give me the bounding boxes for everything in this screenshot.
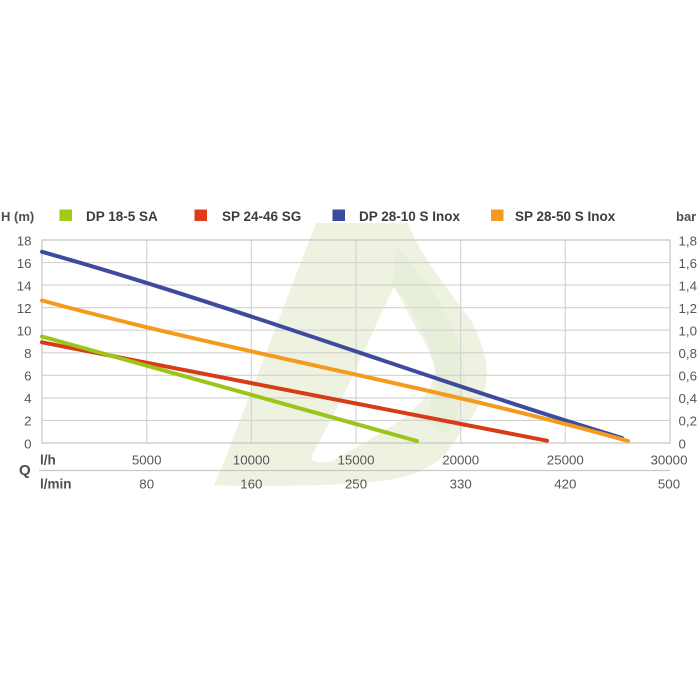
svg-text:10: 10 (17, 324, 32, 339)
svg-text:14: 14 (17, 278, 32, 293)
svg-text:1,6: 1,6 (679, 256, 698, 271)
svg-text:1,8: 1,8 (679, 233, 698, 248)
svg-text:250: 250 (345, 476, 367, 491)
svg-text:15000: 15000 (338, 452, 375, 467)
svg-text:SP 28-50 S Inox: SP 28-50 S Inox (515, 209, 616, 224)
svg-text:18: 18 (17, 233, 32, 248)
svg-text:0: 0 (679, 436, 686, 451)
svg-text:DP 18-5 SA: DP 18-5 SA (86, 209, 158, 224)
svg-text:10000: 10000 (233, 452, 270, 467)
svg-text:30000: 30000 (651, 452, 688, 467)
svg-text:l/min: l/min (40, 476, 72, 491)
svg-text:420: 420 (554, 476, 576, 491)
svg-text:5000: 5000 (132, 452, 162, 467)
svg-text:25000: 25000 (547, 452, 584, 467)
svg-text:bar: bar (676, 209, 696, 224)
svg-text:16: 16 (17, 256, 32, 271)
svg-text:0: 0 (24, 436, 31, 451)
svg-text:0,4: 0,4 (679, 391, 698, 406)
svg-text:20000: 20000 (442, 452, 479, 467)
svg-text:SP 24-46 SG: SP 24-46 SG (222, 209, 301, 224)
svg-text:6: 6 (24, 369, 31, 384)
svg-text:1,2: 1,2 (679, 301, 698, 316)
svg-text:DP 28-10 S Inox: DP 28-10 S Inox (359, 209, 461, 224)
svg-text:Q: Q (19, 462, 31, 479)
svg-text:2: 2 (24, 414, 31, 429)
svg-text:0,8: 0,8 (679, 346, 698, 361)
svg-text:80: 80 (139, 476, 154, 491)
svg-text:4: 4 (24, 391, 31, 406)
svg-text:500: 500 (658, 476, 680, 491)
svg-text:8: 8 (24, 346, 31, 361)
svg-text:l/h: l/h (40, 452, 56, 467)
svg-text:H (m): H (m) (1, 209, 34, 224)
svg-text:330: 330 (450, 476, 472, 491)
svg-text:0,2: 0,2 (679, 414, 698, 429)
svg-text:1,4: 1,4 (679, 278, 698, 293)
svg-text:0,6: 0,6 (679, 369, 698, 384)
svg-text:1,0: 1,0 (679, 324, 698, 339)
svg-text:160: 160 (240, 476, 262, 491)
svg-text:12: 12 (17, 301, 32, 316)
